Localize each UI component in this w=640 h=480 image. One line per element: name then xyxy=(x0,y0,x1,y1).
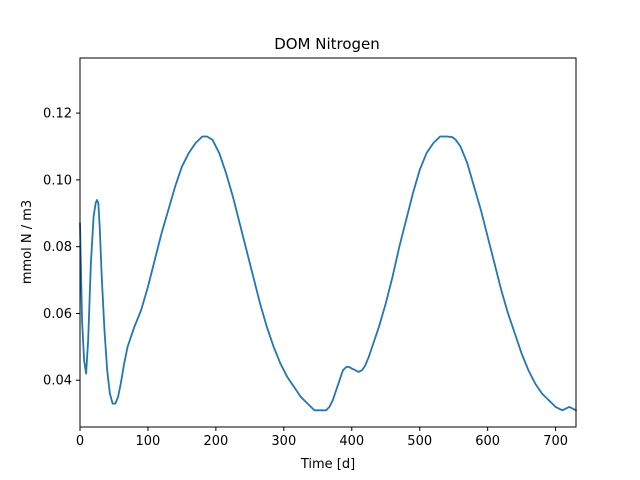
x-tick-label: 300 xyxy=(271,434,296,449)
x-tick-label: 400 xyxy=(339,434,364,449)
y-tick-label: 0.06 xyxy=(43,307,72,322)
y-axis-label: mmol N / m3 xyxy=(20,200,35,284)
x-tick-label: 0 xyxy=(76,434,84,449)
x-axis: 0 100 200 300 400 500 600 700 xyxy=(76,427,568,449)
y-tick-label: 0.08 xyxy=(43,240,72,255)
x-tick-label: 200 xyxy=(203,434,228,449)
series-line-0 xyxy=(79,135,577,412)
axes-frame xyxy=(79,57,577,428)
y-tick-label: 0.12 xyxy=(43,107,72,122)
x-axis-label: Time [d] xyxy=(300,457,355,472)
x-tick-label: 700 xyxy=(543,434,568,449)
chart-title: DOM Nitrogen xyxy=(274,35,380,53)
y-tick-label: 0.04 xyxy=(43,374,72,389)
plot-area xyxy=(79,135,577,412)
x-tick-label: 600 xyxy=(475,434,500,449)
y-axis: 0.04 0.06 0.08 0.10 0.12 xyxy=(43,107,80,389)
y-tick-label: 0.10 xyxy=(43,173,72,188)
x-tick-label: 100 xyxy=(136,434,161,449)
x-tick-label: 500 xyxy=(407,434,432,449)
